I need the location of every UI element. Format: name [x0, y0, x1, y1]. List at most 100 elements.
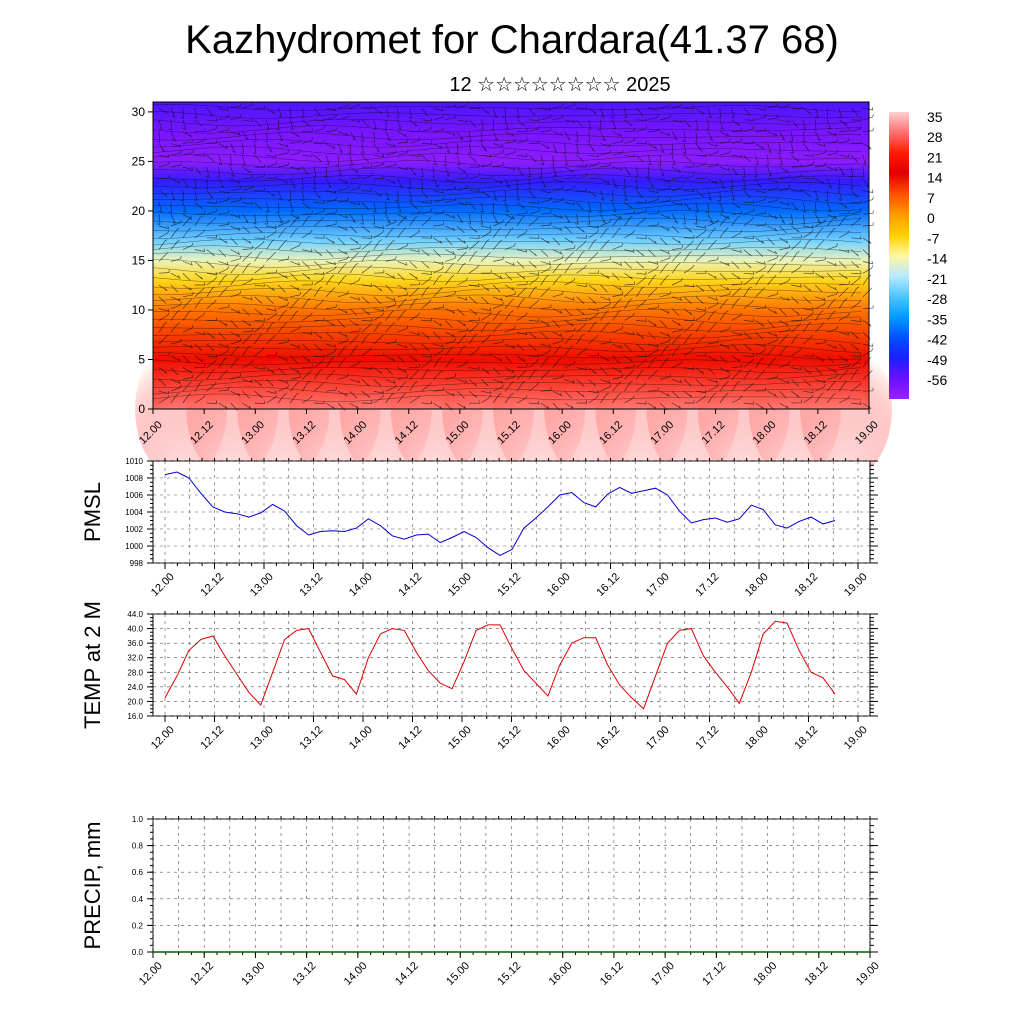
y-tick-label: 28.0	[127, 668, 143, 677]
x-tick-label: 14.12	[396, 724, 424, 752]
y-tick-label: 1000	[125, 542, 143, 551]
colorbar-label: -14	[927, 251, 947, 267]
colorbar-label: 7	[927, 190, 935, 206]
x-tick-label: 13.00	[248, 571, 276, 599]
colorbar-label: 28	[927, 129, 943, 145]
y-tick-label: 1010	[125, 457, 143, 466]
y-tick-label: 1006	[125, 491, 143, 500]
x-tick-label: 17.12	[693, 571, 721, 599]
x-tick-label: 18.12	[803, 960, 831, 988]
x-tick-label: 13.12	[297, 724, 325, 752]
x-tick-label: 13.00	[239, 960, 267, 988]
y-tick-label: 25	[132, 154, 146, 168]
y-tick-label: 32.0	[127, 654, 143, 663]
y-tick-label: 0	[138, 402, 145, 416]
x-tick-label: 13.00	[248, 724, 276, 752]
x-tick-label: 14.00	[347, 571, 375, 599]
x-tick-label: 12.00	[137, 960, 165, 988]
x-tick-label: 19.00	[842, 571, 870, 599]
wind-barbs	[156, 102, 874, 411]
y-tick-label: 10	[132, 303, 146, 317]
pmsl-panel: 998 1000 1002 1004 1006 1008 1010 12.00 12.12 13.…	[80, 457, 878, 599]
y-tick-label: 1002	[125, 525, 143, 534]
colorbar-label: -28	[927, 291, 947, 307]
y-tick-label: 5	[138, 352, 145, 366]
colorbar: 35 28 21 14 7 0 -7 -14 -21 -28 -35 -42 -49 -56	[889, 109, 947, 399]
x-tick-label: 12.00	[149, 724, 177, 752]
x-tick-label: 19.00	[854, 960, 882, 988]
colorbar-label: -42	[927, 332, 947, 348]
grid-lines	[152, 818, 871, 953]
y-tick-label: 44.0	[127, 610, 143, 619]
colorbar-label: 35	[927, 109, 943, 125]
x-tick-label: 13.12	[297, 571, 325, 599]
y-tick-label: 0.8	[132, 842, 144, 851]
x-tick-label: 14.00	[342, 960, 370, 988]
x-tick-label: 16.00	[547, 960, 575, 988]
y-tick-label: 20.0	[127, 697, 143, 706]
y-tick-label: 1004	[125, 508, 143, 517]
colorbar-label: -21	[927, 271, 947, 287]
x-tick-label: 15.00	[446, 571, 474, 599]
colorbar-label: 0	[927, 210, 935, 226]
x-tick-label: 14.12	[393, 960, 421, 988]
colorbar-label: -49	[927, 352, 947, 368]
colorbar-label: -7	[927, 230, 940, 246]
x-tick-label: 13.12	[291, 960, 319, 988]
x-tick-label: 18.12	[792, 571, 820, 599]
x-tick-label: 19.00	[842, 724, 870, 752]
y-tick-label: 0.2	[132, 921, 144, 930]
x-tick-label: 18.00	[743, 724, 771, 752]
x-tick-label: 16.00	[545, 724, 573, 752]
chart-title: Kazhydromet for Chardara(41.37 68)	[185, 18, 839, 62]
x-tick-label: 12.12	[198, 724, 226, 752]
y-tick-label: 15	[132, 253, 146, 267]
x-tick-label: 17.00	[649, 960, 677, 988]
y-tick-label: 1008	[125, 474, 143, 483]
x-tick-label: 17.12	[693, 724, 721, 752]
x-tick-label: 15.12	[495, 571, 523, 599]
x-tick-label: 18.00	[743, 571, 771, 599]
colorbar-label: 21	[927, 149, 943, 165]
x-tick-label: 15.00	[444, 960, 472, 988]
precip-panel: 0.0 0.2 0.4 0.6 0.8 1.0 12.00 12.12 13.00 13.12 14…	[80, 815, 882, 988]
y-tick-label: 998	[130, 559, 144, 568]
y-tick-label: 16.0	[127, 712, 143, 721]
y-tick-label: 1.0	[132, 815, 144, 824]
x-tick-label: 12.12	[198, 571, 226, 599]
x-tick-label: 18.12	[792, 724, 820, 752]
x-tick-label: 16.00	[545, 571, 573, 599]
y-tick-label: 0.0	[132, 948, 144, 957]
x-tick-label: 14.00	[347, 724, 375, 752]
x-tick-label: 15.00	[446, 724, 474, 752]
y-tick-label: 20	[132, 204, 146, 218]
x-tick-label: 17.00	[644, 571, 672, 599]
x-tick-label: 17.12	[700, 960, 728, 988]
x-tick-label: 15.12	[495, 724, 523, 752]
y-tick-label: 0.6	[132, 868, 144, 877]
colorbar-gradient	[889, 112, 909, 399]
x-tick-label: 16.12	[594, 571, 622, 599]
x-tick-label: 12.00	[149, 571, 177, 599]
y-tick-label: 40.0	[127, 625, 143, 634]
temp-panel-series-line	[164, 620, 836, 710]
x-tick-label: 16.12	[594, 724, 622, 752]
x-tick-label: 18.00	[751, 960, 779, 988]
temp-panel: 16.0 20.0 24.0 28.0 32.0 36.0 40.0 44.0 12.00 12.…	[80, 601, 878, 752]
y-tick-label: 36.0	[127, 639, 143, 648]
precip-axis-label: PRECIP, mm	[80, 822, 105, 950]
x-tick-label: 16.12	[598, 960, 626, 988]
chart-subtitle: 12 ☆☆☆☆☆☆☆☆ 2025	[449, 74, 671, 96]
pmsl-axis-label: PMSL	[80, 482, 105, 542]
pmsl-panel-series-line	[164, 471, 836, 556]
y-tick-label: 0.4	[132, 895, 144, 904]
colorbar-label: -35	[927, 311, 947, 327]
x-tick-label: 12.12	[188, 960, 216, 988]
x-tick-label: 14.12	[396, 571, 424, 599]
x-tick-label: 17.00	[644, 724, 672, 752]
x-tick-label: 15.12	[495, 960, 523, 988]
colorbar-label: 14	[927, 170, 943, 186]
